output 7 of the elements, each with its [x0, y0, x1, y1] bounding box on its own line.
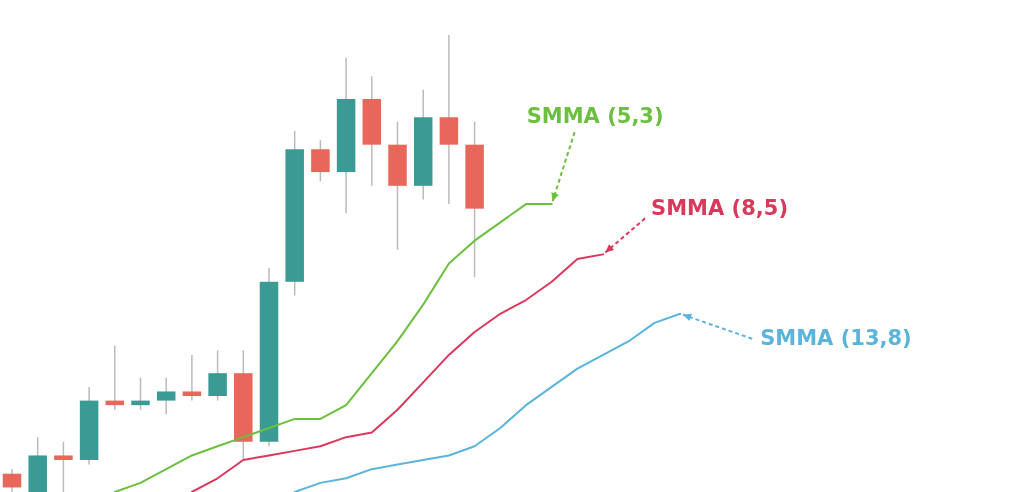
legend-label: SMMA (13,8) [760, 325, 912, 350]
text: SMMA (8,5) [651, 196, 788, 221]
text: SMMA (5,3) [526, 104, 664, 129]
candlestick [182, 354, 202, 402]
candlestick [156, 377, 176, 416]
candlestick [311, 139, 330, 182]
candlestick [208, 349, 227, 402]
